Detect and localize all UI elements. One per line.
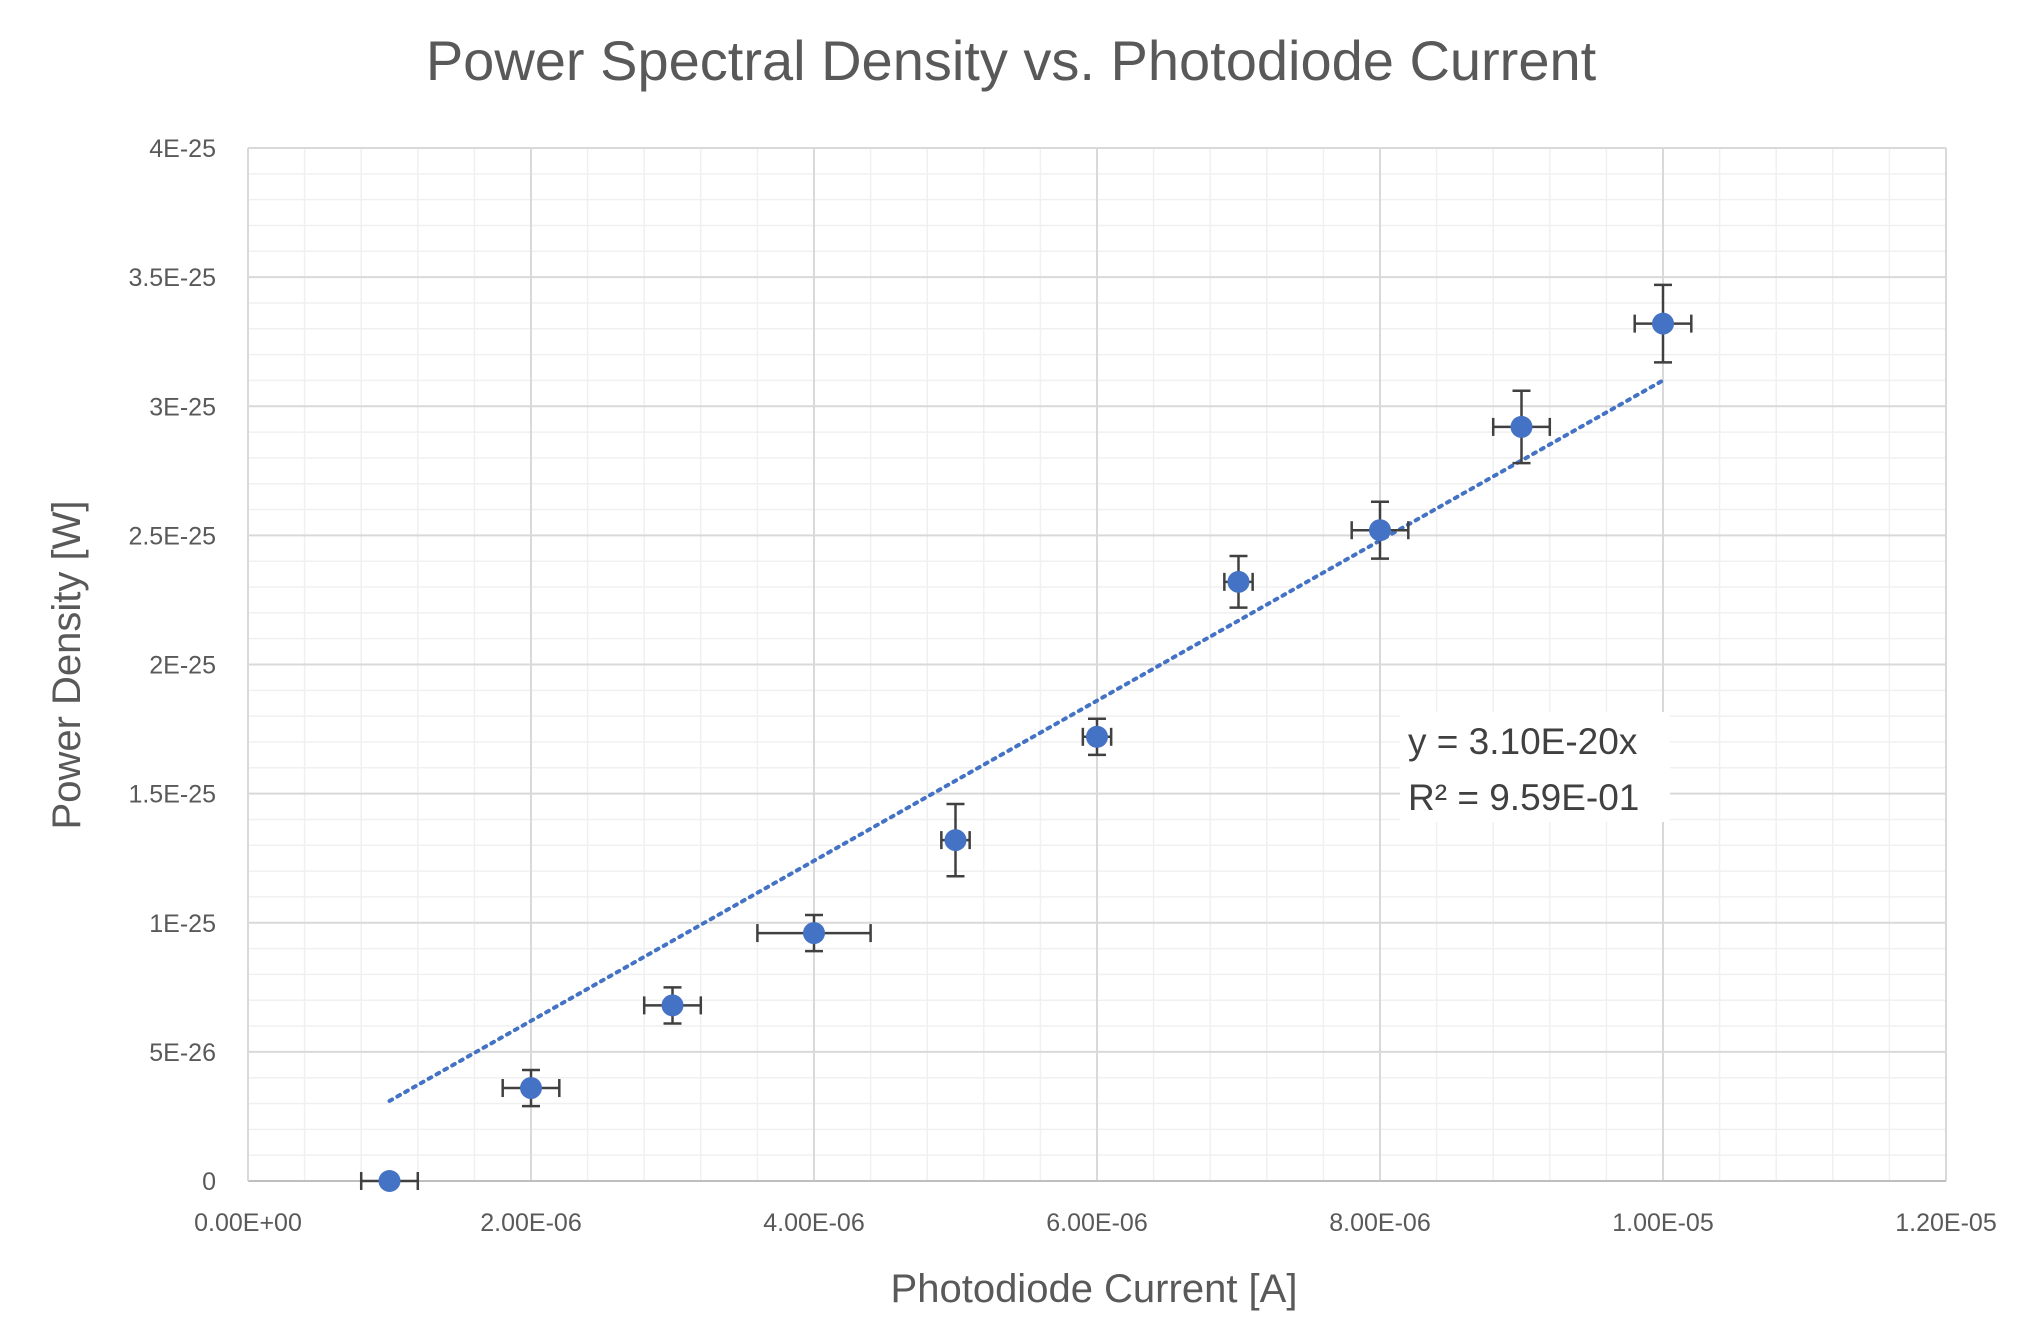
y-tick-label: 2E-25 <box>149 652 216 680</box>
y-tick-label: 4E-25 <box>149 135 216 163</box>
chart-title: Power Spectral Density vs. Photodiode Cu… <box>426 29 1597 92</box>
x-tick-label: 0.00E+00 <box>194 1209 302 1237</box>
x-tick-labels: 0.00E+00 2.00E-06 4.00E-06 6.00E-06 8.00E-06… <box>194 1209 1997 1237</box>
x-tick-label: 8.00E-06 <box>1329 1209 1430 1237</box>
y-tick-label: 1E-25 <box>149 910 216 938</box>
y-tick-label: 3E-25 <box>149 393 216 421</box>
trendline-r-squared: R² = 9.59E-01 <box>1408 777 1639 818</box>
y-axis-title: Power Density [W] <box>45 501 89 830</box>
y-tick-label: 5E-26 <box>149 1039 216 1067</box>
x-tick-label: 1.00E-05 <box>1612 1209 1713 1237</box>
y-tick-label: 2.5E-25 <box>128 522 216 550</box>
x-tick-label: 1.20E-05 <box>1895 1209 1996 1237</box>
data-point <box>944 829 967 852</box>
data-point <box>1510 415 1533 438</box>
y-tick-label: 1.5E-25 <box>128 781 216 809</box>
data-point <box>378 1170 401 1192</box>
x-tick-label: 4.00E-06 <box>763 1209 864 1237</box>
x-tick-label: 6.00E-06 <box>1046 1209 1147 1237</box>
axes <box>247 148 1946 1182</box>
trendline <box>387 378 1665 1103</box>
x-tick-label: 2.00E-06 <box>480 1209 581 1237</box>
data-point <box>1369 519 1391 542</box>
data-point <box>520 1077 542 1100</box>
y-tick-labels: 0 5E-26 1E-25 1.5E-25 2E-25 2.5E-25 3E-25 3.5E-… <box>128 135 216 1196</box>
trendline-layer <box>387 378 1665 1103</box>
data-point <box>1086 725 1108 748</box>
data-point <box>661 994 684 1017</box>
y-tick-label: 0 <box>202 1168 216 1196</box>
data-points <box>378 312 1674 1192</box>
data-point <box>1652 312 1674 335</box>
trendline-label-background <box>1400 712 1670 822</box>
data-point <box>803 922 825 945</box>
trendline-equation: y = 3.10E-20x <box>1408 721 1638 762</box>
x-axis-title: Photodiode Current [A] <box>891 1267 1298 1311</box>
y-tick-label: 3.5E-25 <box>128 264 216 292</box>
data-point <box>1227 570 1250 593</box>
